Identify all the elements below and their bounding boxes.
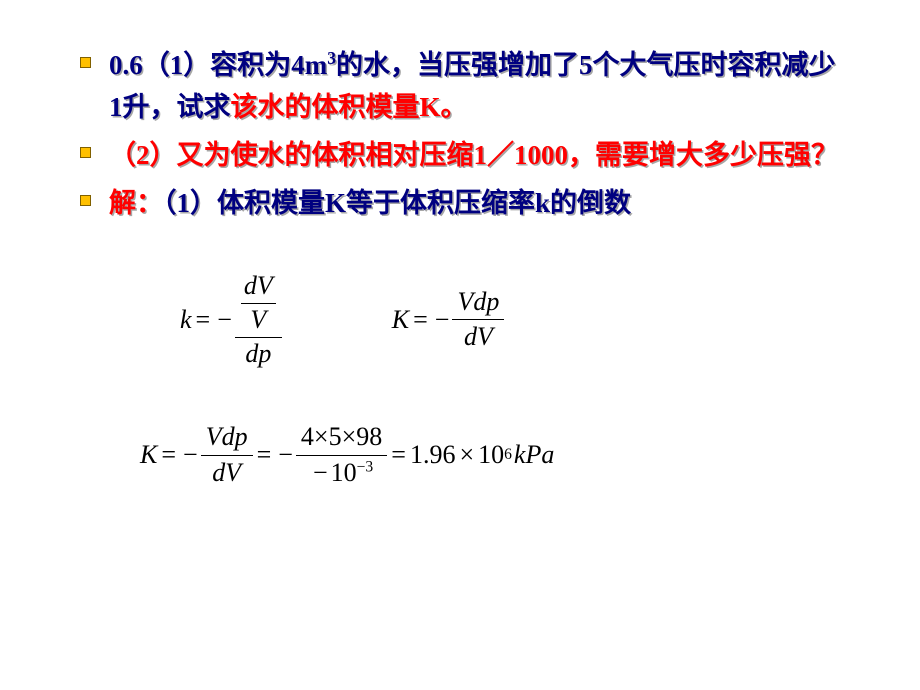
text-seg: 解： — [109, 188, 163, 218]
equals: = — [387, 440, 410, 470]
formula-k-numeric: K = − Vdp dV = − 4×5×98 −10−3 = 1.96×106… — [140, 420, 554, 490]
base: 10 — [331, 458, 357, 487]
outer-num: dV V — [235, 269, 282, 338]
outer-den: dp — [239, 338, 277, 370]
bullet-marker — [80, 57, 91, 68]
bullet-marker — [80, 147, 91, 158]
formula-row-1: k = − dV V dp K = − Vdp dV — [140, 269, 840, 370]
inner-den: V — [247, 304, 269, 337]
equals: = — [192, 305, 215, 335]
minus: − — [214, 305, 235, 335]
nested-fraction: dV V dp — [235, 269, 282, 370]
result-exp: 6 — [504, 446, 512, 464]
var-K: K — [140, 440, 157, 470]
minus: − — [432, 305, 453, 335]
frac-den: dV — [459, 320, 498, 355]
text-seg: （2）又为使水的体积相对压缩1／1000，需要增大多少压强？ — [109, 140, 838, 170]
equals: = — [157, 440, 180, 470]
n3: 98 — [356, 422, 382, 451]
formula-k-upper: K = − Vdp dV — [392, 285, 505, 355]
text-seg: （1）体积模量K等于体积压缩率k的倒数 — [163, 188, 631, 218]
fraction: Vdp dV — [452, 285, 504, 355]
var-k: k — [180, 305, 192, 335]
frac-den: dV — [207, 456, 246, 491]
n2: 5 — [329, 422, 342, 451]
bullet-text-1: 0.6（1）容积为4m3的水，当压强增加了5个大气压时容积减少1升，试求该水的体… — [109, 45, 840, 129]
times: × — [455, 440, 478, 470]
text-seg: 该水的体积模量K。 — [231, 92, 468, 122]
bullet-text-2: （2）又为使水的体积相对压缩1／1000，需要增大多少压强？ — [109, 135, 840, 177]
minus: − — [275, 440, 296, 470]
fraction-2: 4×5×98 −10−3 — [296, 420, 387, 490]
frac-num: Vdp — [201, 420, 253, 456]
fraction-1: Vdp dV — [201, 420, 253, 490]
equals: = — [409, 305, 432, 335]
result-base: 10 — [478, 440, 504, 470]
frac-num: Vdp — [452, 285, 504, 321]
times: × — [342, 422, 357, 451]
bullet-item-3: 解：（1）体积模量K等于体积压缩率k的倒数 — [80, 183, 840, 225]
frac-den-numeric: −10−3 — [305, 456, 378, 491]
times: × — [314, 422, 329, 451]
result-coef: 1.96 — [410, 440, 456, 470]
formula-k-lower: k = − dV V dp — [180, 269, 282, 370]
formula-area: k = − dV V dp K = − Vdp dV — [80, 269, 840, 490]
unit: kPa — [512, 440, 554, 470]
exp: −3 — [357, 458, 374, 475]
bullet-text-3: 解：（1）体积模量K等于体积压缩率k的倒数 — [109, 183, 840, 225]
var-K: K — [392, 305, 409, 335]
inner-num: dV — [241, 270, 276, 304]
inner-fraction: dV V — [241, 270, 276, 336]
bullet-marker — [80, 195, 91, 206]
text-seg-sup: 3 — [327, 48, 336, 68]
frac-num-numeric: 4×5×98 — [296, 420, 387, 456]
bullet-item-2: （2）又为使水的体积相对压缩1／1000，需要增大多少压强？ — [80, 135, 840, 177]
minus: − — [180, 440, 201, 470]
minus: − — [310, 458, 331, 487]
formula-row-2: K = − Vdp dV = − 4×5×98 −10−3 = 1.96×106… — [140, 420, 840, 490]
text-seg: 0.6（1）容积为4m — [109, 50, 327, 80]
n1: 4 — [301, 422, 314, 451]
equals: = — [253, 440, 276, 470]
bullet-item-1: 0.6（1）容积为4m3的水，当压强增加了5个大气压时容积减少1升，试求该水的体… — [80, 45, 840, 129]
